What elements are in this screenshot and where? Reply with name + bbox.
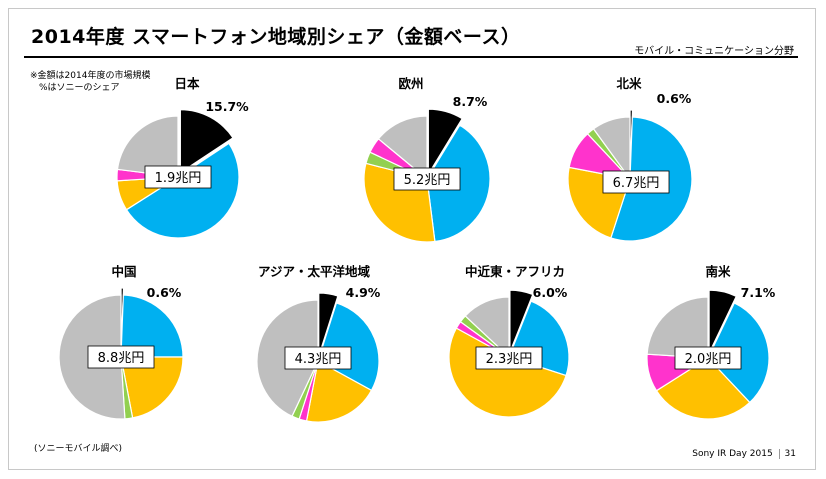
segment-label: モバイル・コミュニケーション分野: [634, 46, 794, 57]
pie-chart-5: アジア・太平洋地域 4.9% 4.3兆円: [256, 264, 381, 423]
pie-chart-2: 欧州 8.7% 5.2兆円: [363, 76, 491, 243]
pie-slice-orange: [655, 357, 751, 420]
region-label: アジア・太平洋地域: [258, 264, 371, 279]
region-label: 南米: [705, 264, 731, 279]
market-size-label: 6.7兆円: [613, 176, 660, 191]
page-title: 2014年度 スマートフォン地域別シェア（金額ベース）: [31, 26, 521, 48]
sony-share-label: 8.7%: [453, 94, 488, 109]
market-size-box: [144, 165, 212, 189]
region-label: 中国: [111, 264, 136, 279]
market-size-box: [284, 346, 352, 370]
market-size-label: 1.9兆円: [155, 171, 202, 186]
pie-chart-3: 北米 0.6% 6.7兆円: [567, 76, 693, 242]
pie-slice-gray: [592, 116, 631, 181]
pie-chart-6: 中近東・アフリカ 6.0% 2.3兆円: [448, 264, 570, 418]
market-size-box: [674, 346, 742, 370]
title-divider: [24, 56, 798, 58]
region-label: 欧州: [398, 76, 423, 91]
pie-slice-gray: [646, 296, 709, 359]
footnote: ※金額は2014年度の市場規模 %はソニーのシェア: [30, 70, 150, 94]
sony-share-label: 4.9%: [346, 285, 381, 300]
footer: Sony IR Day 2015 31: [692, 449, 796, 459]
pie-chart-4: 中国 0.6% 8.8兆円: [58, 264, 184, 420]
pie-slice-sony: [708, 289, 738, 354]
pie-slice-gray: [116, 115, 179, 178]
footnote-line-2: %はソニーのシェア: [39, 83, 120, 93]
region-label: 中近東・アフリカ: [465, 264, 565, 279]
pie-slice-sony: [179, 108, 234, 174]
sony-share-label: 6.0%: [533, 285, 568, 300]
footnote-line-1: ※金額は2014年度の市場規模: [30, 71, 151, 81]
pie-slice-gray: [464, 296, 510, 359]
sony-share-label: 0.6%: [147, 285, 182, 300]
region-label: 北米: [616, 76, 642, 91]
market-size-label: 5.2兆円: [404, 173, 451, 188]
market-size-label: 2.3兆円: [486, 352, 533, 367]
pie-chart-7: 南米 7.1% 2.0兆円: [646, 264, 776, 420]
pie-chart-1: 日本 15.7% 1.9兆円: [116, 76, 249, 239]
sony-share-label: 0.6%: [657, 91, 692, 106]
pie-slice-blue: [120, 294, 184, 358]
pie-slice-sony: [427, 108, 463, 177]
market-size-label: 4.3兆円: [295, 352, 342, 367]
sony-share-label: 7.1%: [741, 285, 776, 300]
pie-slice-orange: [120, 356, 184, 419]
source-note: (ソニーモバイル調べ): [34, 444, 123, 454]
market-size-label: 8.8兆円: [98, 351, 145, 366]
pie-slice-sony: [509, 289, 534, 353]
sony-share-label: 15.7%: [205, 99, 249, 114]
footer-event: Sony IR Day 2015: [692, 449, 773, 459]
pie-slice-sony: [318, 292, 339, 357]
pie-slice-orange: [305, 360, 373, 423]
market-size-box: [475, 346, 543, 370]
slide-frame: [8, 8, 816, 470]
pie-slice-gray: [377, 115, 428, 181]
market-size-box: [87, 345, 155, 369]
market-size-label: 2.0兆円: [685, 352, 732, 367]
market-size-box: [602, 170, 670, 194]
market-size-box: [393, 167, 461, 191]
page-number: 31: [778, 449, 796, 459]
region-label: 日本: [174, 76, 200, 91]
